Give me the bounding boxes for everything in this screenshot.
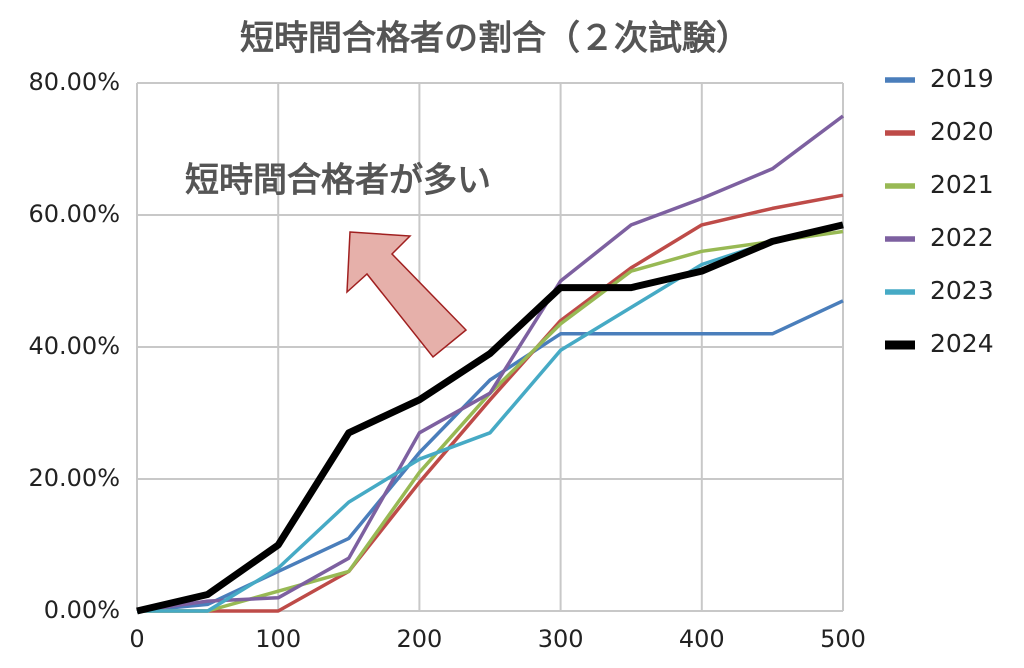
legend-label: 2019 — [930, 64, 994, 93]
series-line — [136, 114, 845, 613]
legend-label: 2022 — [930, 223, 994, 252]
x-tick-label: 200 — [396, 625, 442, 653]
series-line — [137, 229, 844, 613]
series-line — [136, 221, 844, 615]
series-line — [137, 193, 844, 613]
annotation: 短時間合格者が多い — [185, 161, 491, 201]
x-tick-label: 100 — [255, 625, 301, 653]
arrow — [346, 231, 468, 359]
grid — [136, 82, 844, 612]
legend-label: 2024 — [930, 329, 994, 358]
y-tick-label: 20.00% — [28, 464, 120, 492]
legend-label: 2020 — [930, 117, 994, 146]
y-tick-label: 40.00% — [28, 332, 120, 360]
y-tick-label: 80.00% — [28, 68, 120, 96]
series-line — [137, 223, 844, 613]
y-tick-label: 60.00% — [28, 200, 120, 228]
x-tick-label: 300 — [538, 625, 584, 653]
chart-title: 短時間合格者の割合（２次試験） — [240, 19, 750, 59]
y-tick-label: 0.00% — [44, 596, 120, 624]
x-tick-label: 0 — [129, 625, 144, 653]
x-tick-label: 500 — [820, 625, 866, 653]
legend-label: 2023 — [930, 276, 994, 305]
legend-label: 2021 — [930, 170, 994, 199]
x-tick-label: 400 — [679, 625, 725, 653]
